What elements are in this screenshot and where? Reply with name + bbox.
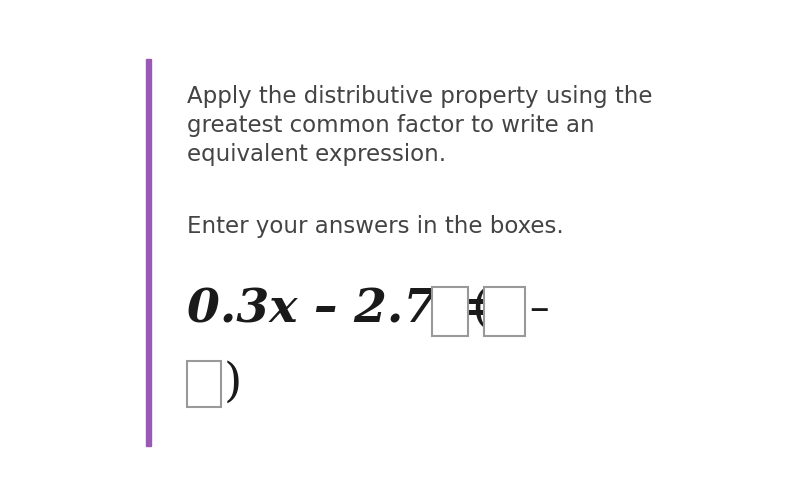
Text: 0.3x – 2.7 =: 0.3x – 2.7 = xyxy=(187,286,492,332)
Text: ): ) xyxy=(224,360,242,405)
FancyBboxPatch shape xyxy=(187,361,221,407)
Text: equivalent expression.: equivalent expression. xyxy=(187,143,446,166)
Text: –: – xyxy=(529,291,549,328)
FancyBboxPatch shape xyxy=(485,288,525,336)
Bar xyxy=(146,60,151,446)
Text: Enter your answers in the boxes.: Enter your answers in the boxes. xyxy=(187,214,563,237)
FancyBboxPatch shape xyxy=(432,288,468,336)
Text: (: ( xyxy=(470,287,489,332)
Text: greatest common factor to write an: greatest common factor to write an xyxy=(187,114,594,137)
Text: Apply the distributive property using the: Apply the distributive property using th… xyxy=(187,85,652,108)
